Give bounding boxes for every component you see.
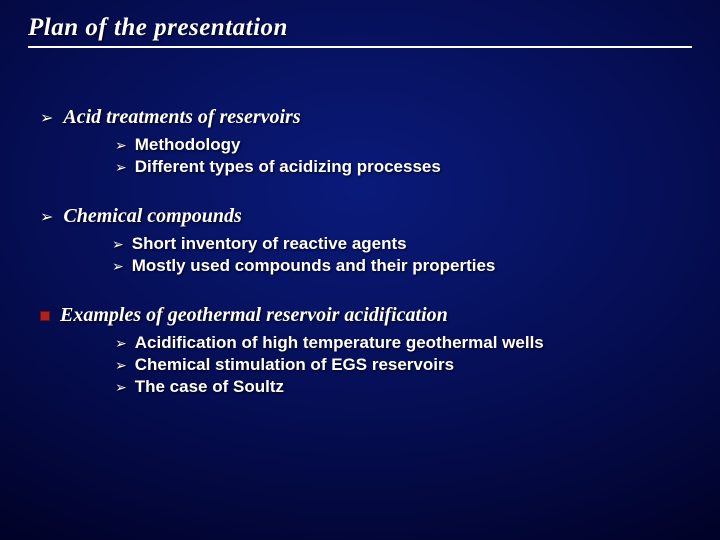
subitem-text: Acidification of high temperature geothe… <box>135 333 544 353</box>
section-3-items: ➢ Acidification of high temperature geot… <box>40 333 692 397</box>
list-item: ➢ Chemical stimulation of EGS reservoirs <box>115 355 692 375</box>
section-1-header: ➢ Acid treatments of reservoirs <box>40 106 692 129</box>
chevron-icon: ➢ <box>112 236 124 253</box>
subitem-text: The case of Soultz <box>135 377 284 397</box>
subitem-text: Different types of acidizing processes <box>135 157 441 177</box>
chevron-icon: ➢ <box>40 108 53 128</box>
subitem-text: Mostly used compounds and their properti… <box>132 256 496 276</box>
chevron-icon: ➢ <box>115 357 127 374</box>
chevron-icon: ➢ <box>115 379 127 396</box>
section-2-header: ➢ Chemical compounds <box>40 205 692 228</box>
section-3-title: Examples of geothermal reservoir acidifi… <box>60 304 448 327</box>
chevron-icon: ➢ <box>115 137 127 154</box>
section-2-title: Chemical compounds <box>63 205 241 228</box>
section-1-title: Acid treatments of reservoirs <box>63 106 300 129</box>
slide: Plan of the presentation ➢ Acid treatmen… <box>0 0 720 540</box>
section-1-items: ➢ Methodology ➢ Different types of acidi… <box>40 135 692 177</box>
chevron-icon: ➢ <box>112 258 124 275</box>
subitem-text: Chemical stimulation of EGS reservoirs <box>135 355 454 375</box>
slide-title: Plan of the presentation <box>28 14 692 48</box>
list-item: ➢ Acidification of high temperature geot… <box>115 333 692 353</box>
chevron-icon: ➢ <box>115 335 127 352</box>
list-item: ➢ Mostly used compounds and their proper… <box>112 256 692 276</box>
section-3-header: Examples of geothermal reservoir acidifi… <box>40 304 692 327</box>
box-bullet-icon <box>40 311 50 321</box>
section-3: Examples of geothermal reservoir acidifi… <box>28 304 692 397</box>
chevron-icon: ➢ <box>115 159 127 176</box>
section-2: ➢ Chemical compounds ➢ Short inventory o… <box>28 205 692 276</box>
subitem-text: Short inventory of reactive agents <box>132 234 407 254</box>
section-1: ➢ Acid treatments of reservoirs ➢ Method… <box>28 106 692 177</box>
section-2-items: ➢ Short inventory of reactive agents ➢ M… <box>40 234 692 276</box>
list-item: ➢ Methodology <box>115 135 692 155</box>
list-item: ➢ Different types of acidizing processes <box>115 157 692 177</box>
list-item: ➢ The case of Soultz <box>115 377 692 397</box>
subitem-text: Methodology <box>135 135 241 155</box>
chevron-icon: ➢ <box>40 207 53 227</box>
list-item: ➢ Short inventory of reactive agents <box>112 234 692 254</box>
